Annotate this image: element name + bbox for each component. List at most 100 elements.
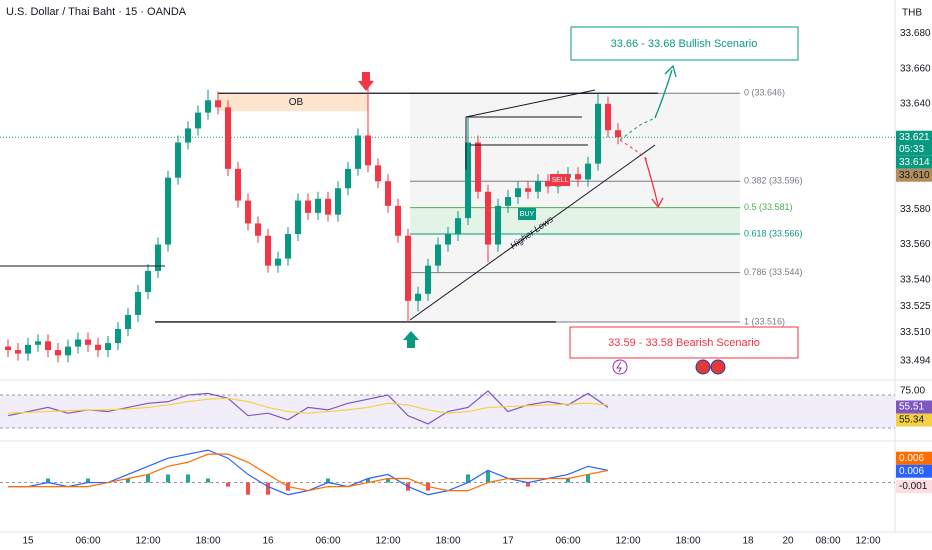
candle-body [425, 265, 431, 294]
x-tick-label: 12:00 [375, 536, 400, 547]
x-tick-label: 18 [742, 536, 754, 547]
candle-body [355, 135, 361, 169]
price-tag [896, 480, 932, 494]
candle-body [65, 346, 71, 356]
histogram-bar [326, 478, 330, 483]
fib-label: 1 (33.516) [744, 316, 785, 326]
x-tick-label: 06:00 [555, 536, 580, 547]
candle-body [45, 341, 51, 351]
candle-body [35, 341, 41, 345]
trend-line [409, 144, 656, 321]
x-tick-label: 12:00 [135, 536, 160, 547]
histogram-bar [486, 470, 490, 483]
candle-body [185, 128, 191, 143]
bearish-label: 33.59 - 33.58 Bearish Scenario [608, 337, 760, 349]
candle-body [385, 181, 391, 206]
candle-body [205, 100, 211, 113]
candle-body [465, 142, 471, 219]
fib-label: 0.618 (33.566) [744, 228, 803, 238]
buy-badge [518, 208, 536, 220]
candle-body [245, 200, 251, 224]
series-line [7, 397, 609, 414]
annotation-layer: OB 0 (33.646) 0.382 (33.596) 0.5 (33.581) 0.… [0, 88, 895, 484]
histogram-bar [566, 478, 570, 483]
x-tick-label: 06:00 [75, 536, 100, 547]
candle-body [155, 244, 161, 271]
candle-body [475, 142, 481, 192]
candle-body [255, 223, 261, 236]
sell-label: SELL [551, 177, 568, 184]
candle-body [455, 218, 461, 234]
x-tick-label: 20 [782, 536, 794, 547]
projection [619, 117, 656, 141]
candle-body [15, 350, 21, 354]
histogram-bar [386, 478, 390, 483]
price-tag-label: 33.621 [899, 132, 930, 143]
candle-body [605, 103, 611, 131]
x-tick-label: 12:00 [615, 536, 640, 547]
buy-label: BUY [520, 211, 535, 218]
price-tag [896, 400, 932, 414]
event-flag[interactable] [710, 359, 726, 375]
x-tick-label: 18:00 [435, 536, 460, 547]
x-tick-label: 12:00 [855, 536, 880, 547]
candle-body [435, 244, 441, 266]
event-icon-glyph [616, 361, 622, 373]
candle-body [165, 177, 171, 245]
ob-label: OB [289, 97, 304, 108]
up-arrow [403, 331, 419, 348]
y-tick-label: 33.580 [900, 204, 931, 215]
event-flag[interactable] [695, 359, 711, 375]
candle-body [495, 205, 501, 245]
candle-body [485, 191, 491, 245]
candle-body [275, 258, 281, 266]
y-tick-label: 33.494 [900, 355, 931, 366]
event-icon[interactable] [612, 359, 628, 375]
histogram-bar [86, 478, 90, 483]
price-tag-label: 55.51 [899, 402, 924, 413]
candle-body [585, 163, 591, 180]
candle-body [365, 135, 371, 166]
mark-layer [5, 77, 621, 496]
candle-body [235, 168, 241, 201]
candle-body [595, 103, 601, 164]
candle-body [535, 181, 541, 192]
candle-body [265, 235, 271, 266]
candle-body [55, 350, 61, 356]
candle-body [85, 339, 91, 345]
histogram-bar [366, 478, 370, 483]
candle-body [5, 346, 11, 351]
candle-body [375, 165, 381, 182]
drawing-layer: 33.66 - 33.68 Bullish Scenario 33.59 - 3… [0, 26, 799, 375]
countdown-label: 05:33 [899, 144, 924, 155]
currency-label: THB [902, 8, 922, 19]
candle-body [295, 200, 301, 234]
price-tag [896, 130, 932, 156]
histogram-bar [586, 474, 590, 483]
price-tag-label: 33.610 [899, 170, 930, 181]
candle-body [415, 293, 421, 301]
candle-body [175, 142, 181, 178]
y-tick-label: 33.680 [900, 28, 931, 39]
y-tick-label: 33.540 [900, 274, 931, 285]
bearish-arrow [644, 157, 659, 206]
series-line [8, 453, 609, 492]
candle-body [305, 200, 311, 213]
candle-body [125, 314, 131, 329]
candle-body [285, 233, 291, 259]
candle-body [575, 174, 581, 180]
price-tag [896, 413, 932, 427]
sell-badge [550, 174, 570, 186]
candle-body [525, 188, 531, 192]
candle-body [345, 168, 351, 189]
bullish-arrow-head [664, 64, 677, 78]
bullish-box [570, 26, 799, 61]
candle-body [515, 188, 521, 198]
price-tag [896, 464, 932, 478]
trend-line [465, 89, 596, 118]
histogram-bar [466, 474, 470, 483]
candle-body [95, 344, 101, 351]
price-tag-label: -0.001 [899, 481, 928, 492]
chart-title: U.S. Dollar / Thai Baht · 15 · OANDA [6, 6, 187, 18]
candle-body [135, 292, 141, 315]
